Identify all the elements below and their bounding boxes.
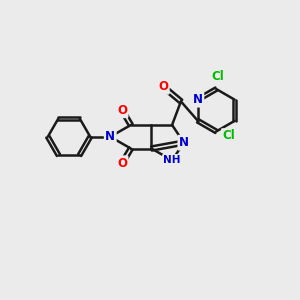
- Text: N: N: [105, 130, 115, 143]
- Text: N: N: [193, 93, 203, 106]
- Text: Cl: Cl: [211, 70, 224, 83]
- Text: N: N: [179, 136, 189, 149]
- Text: O: O: [117, 157, 127, 170]
- Text: O: O: [158, 80, 168, 93]
- Text: Cl: Cl: [222, 129, 235, 142]
- Text: O: O: [117, 104, 127, 117]
- Text: NH: NH: [163, 155, 181, 165]
